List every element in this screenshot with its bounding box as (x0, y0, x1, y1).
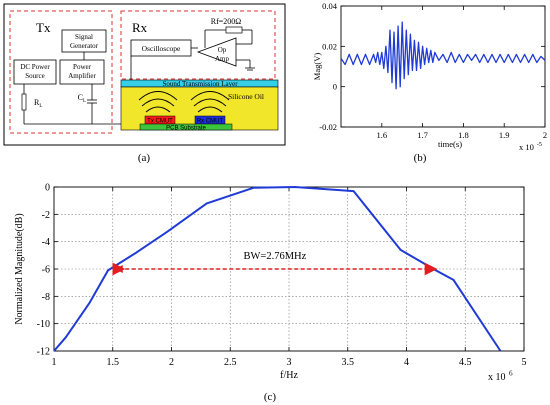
caption: (c) (264, 391, 277, 403)
x-tick-label: 1.8 (458, 130, 469, 140)
x-tick-label: 3 (287, 357, 292, 368)
power-amplifier-label-2: Amplifier (68, 72, 96, 80)
x-tick-label: 2 (169, 357, 174, 368)
x-tick-label: 4 (404, 357, 409, 368)
sound-layer-label: Sound Transmission Layer (162, 80, 238, 88)
rx-label: Rx (132, 20, 148, 35)
oscilloscope-label: Oscilloscope (142, 44, 181, 53)
signal-generator-label-1: Signal (75, 33, 93, 41)
x-tick-label: 1.6 (376, 130, 387, 140)
pcb-substrate-label: PCB Substrate (166, 126, 206, 132)
plot-frame (340, 5, 546, 128)
x-tick-label: 1.5 (107, 357, 120, 368)
silicone-oil-label: Silicone Oil (228, 92, 264, 101)
cl-label: CL (78, 93, 86, 104)
bandwidth-arrowhead-right (427, 265, 436, 273)
dc-power-source-box (13, 59, 57, 85)
pcb-substrate (139, 123, 233, 131)
tx-frame (9, 10, 113, 134)
chart-c: 1 1.5 2 2.5 3 3.5 4 4.5 5 0 -2 -4 -6 -8 -10 -12 f/Hz Norm… (14, 183, 527, 404)
panel-a-border (3, 3, 286, 146)
power-amplifier-label-1: Power (73, 63, 92, 71)
rx-frame (120, 10, 276, 80)
y-axis-label: Normalized Magnitude(dB) (14, 213, 25, 324)
caption-a: (a) (138, 152, 151, 164)
op-amp-label-2: Amp (215, 55, 230, 63)
sound-waves (138, 91, 230, 113)
op-amp-label-1: Op (218, 46, 227, 54)
rx-cmut-label: Rx CMUT (197, 119, 224, 125)
chart-b: 1.6 1.7 1.8 1.9 2 -0.02 0 0.02 0.04 time(s) Mag(V)… (312, 1, 547, 164)
bandwidth-label: BW=2.76MHz (244, 251, 307, 262)
dc-power-source-label-2: Source (25, 72, 44, 80)
x-axis-label: f/Hz (280, 370, 298, 381)
y-axis-label: Mag(V) (312, 53, 322, 81)
x-exponent-power: 6 (509, 370, 513, 378)
x-axis-label: time(s) (438, 139, 462, 149)
y-tick-label: 0 (45, 183, 50, 194)
y-tick-label: 0.04 (322, 1, 338, 11)
y-tick-label: -12 (37, 347, 50, 358)
rf-label: Rf=200Ω (211, 17, 242, 26)
x-exponent-label: x 10 (488, 372, 506, 383)
y-tick-label: -0.02 (319, 122, 337, 132)
y-tick-label: 0.02 (322, 41, 337, 51)
y-tick-label: 0 (333, 82, 337, 92)
caption: (b) (414, 152, 427, 164)
x-tick-label: 2 (543, 130, 547, 140)
panel-a-schematic: Tx Rx Signal Generator DC Power Source P… (3, 3, 286, 146)
x-exponent-label: x 10 (519, 142, 534, 152)
x-tick-label: 1.7 (417, 130, 428, 140)
tx-label: Tx (36, 20, 51, 35)
plot-area (341, 6, 545, 127)
signal-generator-label-2: Generator (70, 42, 99, 50)
series-line (340, 21, 546, 90)
bandwidth-arrowhead-left (114, 265, 123, 273)
y-tick-label: -2 (42, 210, 50, 221)
y-tick-label: -10 (37, 319, 50, 330)
x-tick-label: 2.5 (224, 357, 237, 368)
rl-label: RL (34, 98, 42, 109)
y-tick-label: -4 (42, 237, 50, 248)
x-tick-label: 5 (522, 357, 527, 368)
power-amplifier-box (59, 59, 105, 85)
x-tick-label: 1 (52, 357, 57, 368)
y-tick-label: -6 (42, 265, 50, 276)
y-tick-label: -8 (42, 292, 50, 303)
tx-cmut-label: Tx CMUT (147, 119, 173, 125)
x-tick-label: 3.5 (342, 357, 355, 368)
op-amp-symbol (196, 37, 237, 67)
x-tick-label: 4.5 (459, 357, 472, 368)
x-exponent-power: -5 (537, 142, 542, 148)
dc-power-source-label-1: DC Power (20, 63, 50, 71)
x-tick-label: 1.9 (499, 130, 510, 140)
